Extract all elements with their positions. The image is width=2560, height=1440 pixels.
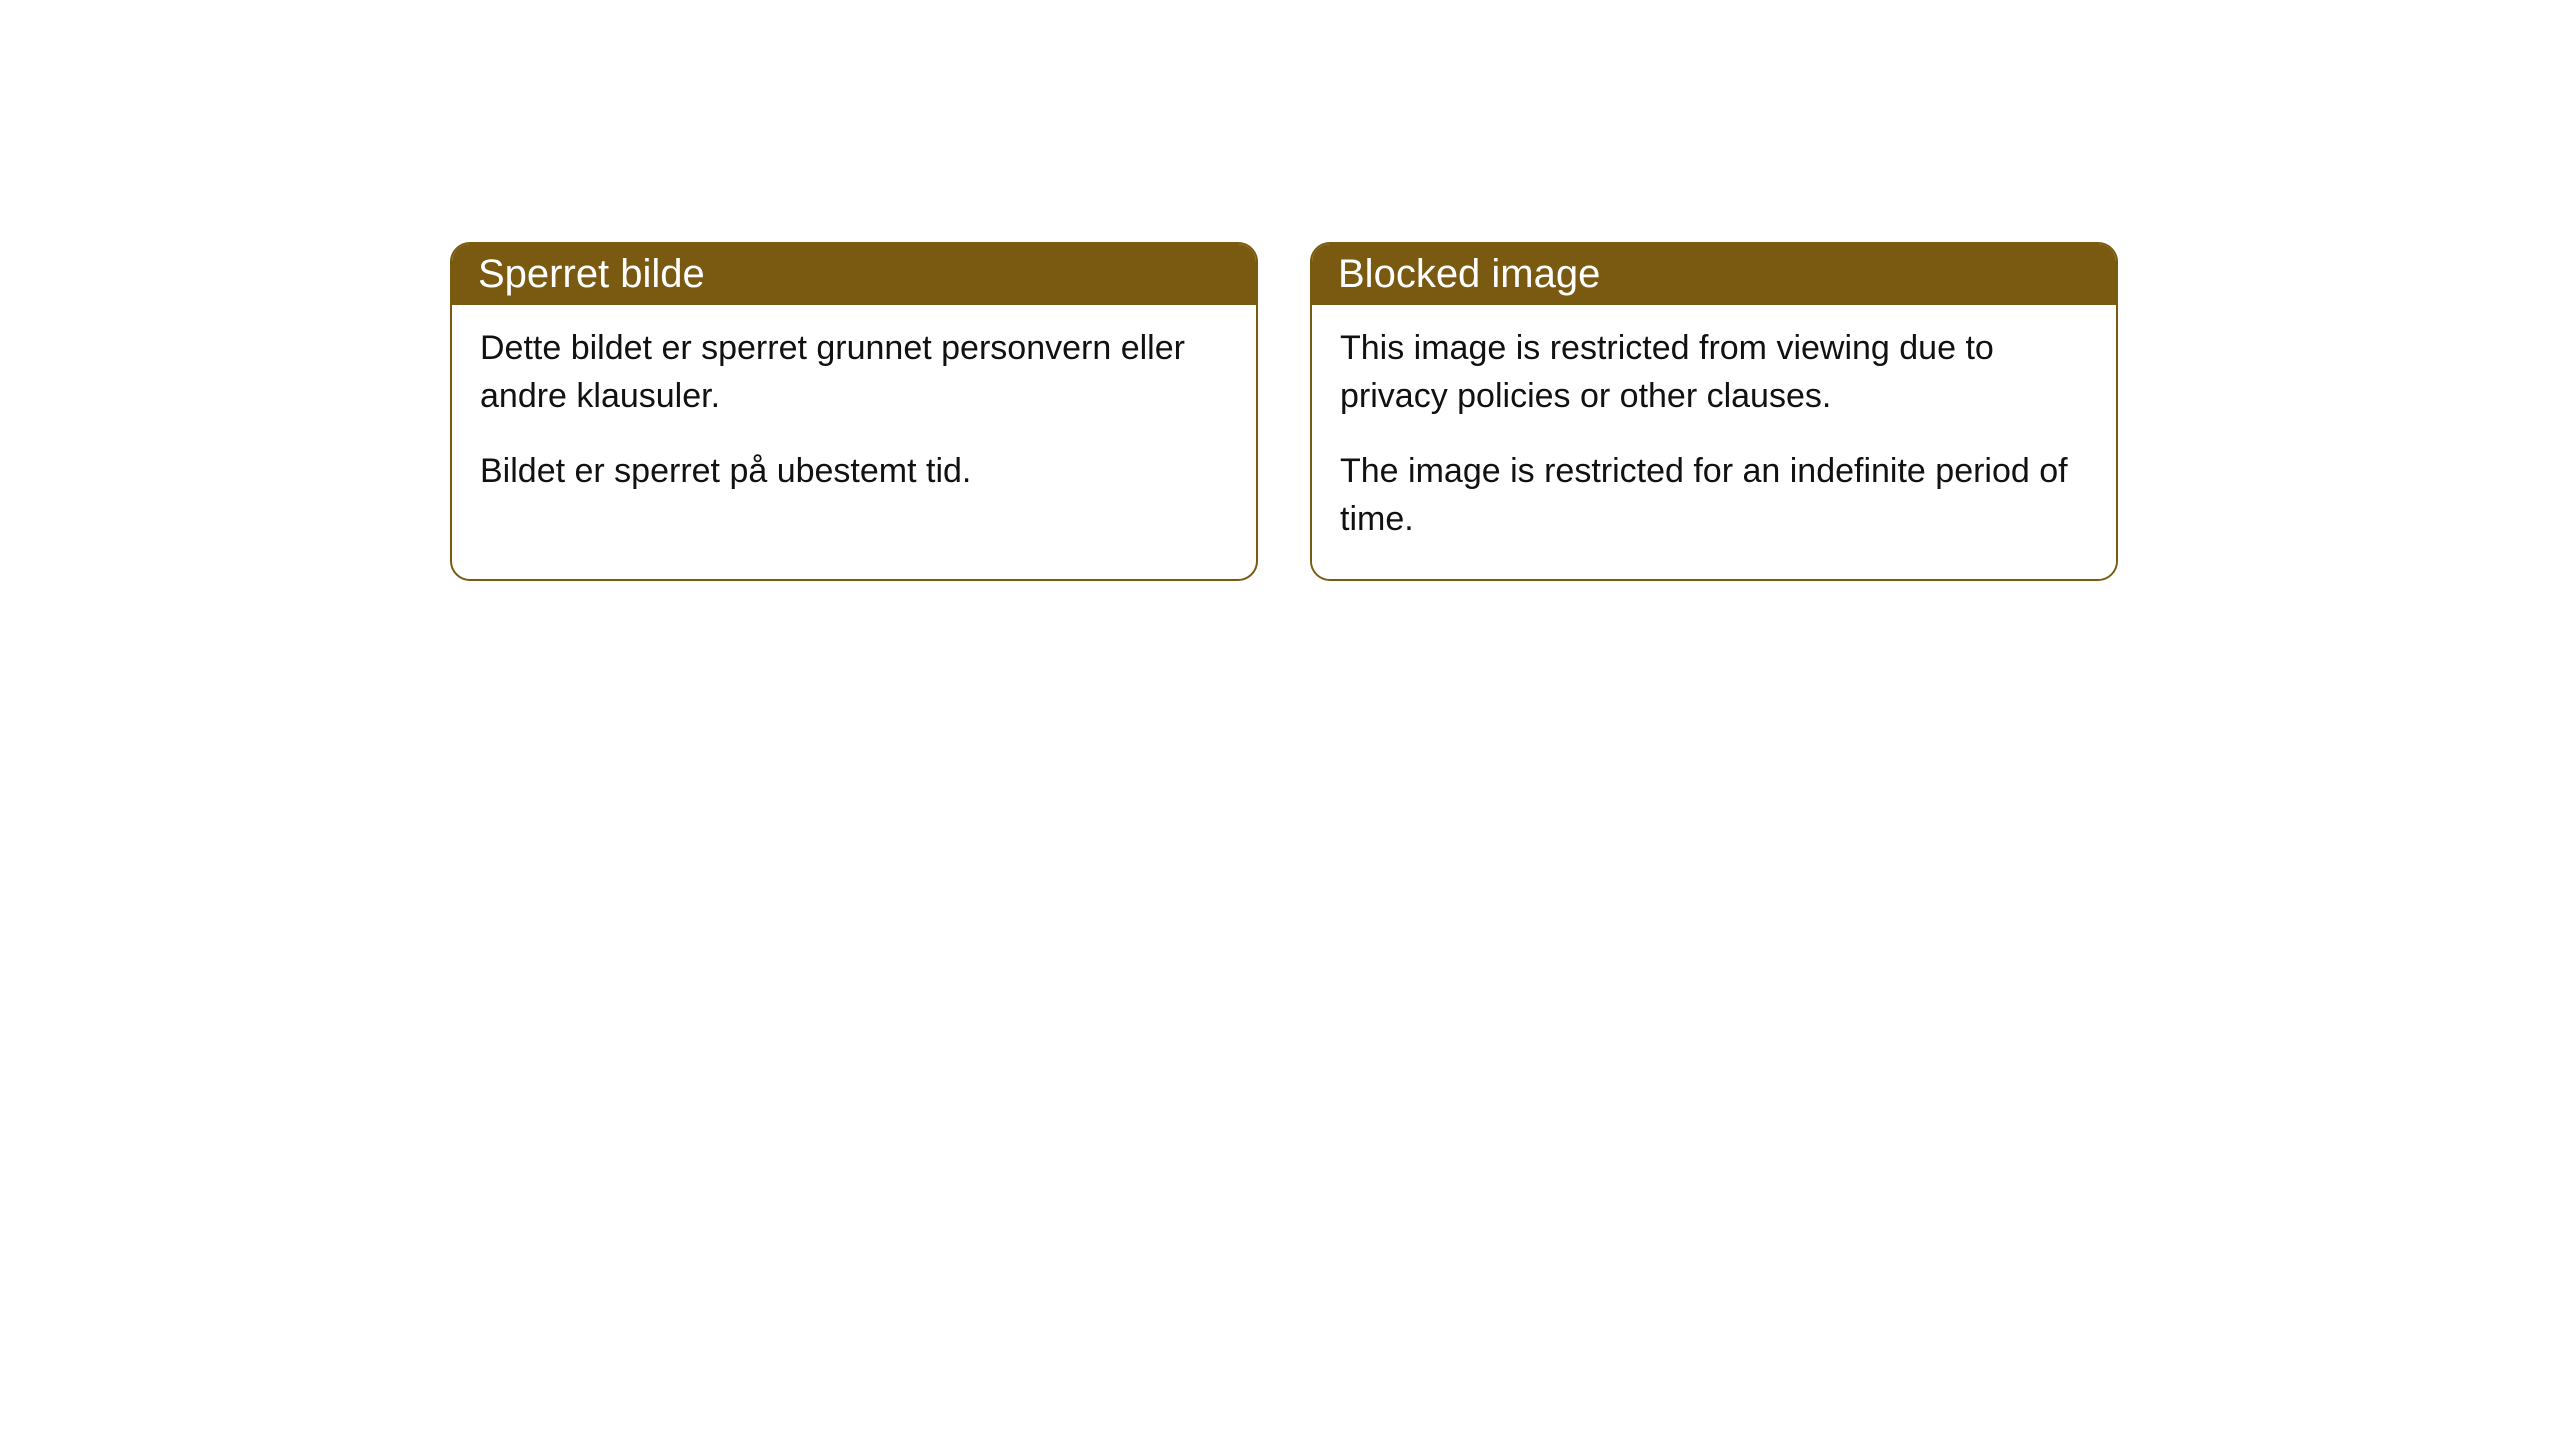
card-paragraph-2-norwegian: Bildet er sperret på ubestemt tid.: [480, 448, 1228, 496]
card-paragraph-1-english: This image is restricted from viewing du…: [1340, 325, 2088, 420]
card-body-norwegian: Dette bildet er sperret grunnet personve…: [452, 305, 1256, 532]
card-body-english: This image is restricted from viewing du…: [1312, 305, 2116, 579]
card-title-english: Blocked image: [1338, 252, 1600, 296]
blocked-image-card-english: Blocked image This image is restricted f…: [1310, 242, 2118, 581]
card-header-english: Blocked image: [1312, 244, 2116, 305]
card-paragraph-1-norwegian: Dette bildet er sperret grunnet personve…: [480, 325, 1228, 420]
card-paragraph-2-english: The image is restricted for an indefinit…: [1340, 448, 2088, 543]
blocked-image-card-norwegian: Sperret bilde Dette bildet er sperret gr…: [450, 242, 1258, 581]
notice-container: Sperret bilde Dette bildet er sperret gr…: [0, 0, 2560, 581]
card-header-norwegian: Sperret bilde: [452, 244, 1256, 305]
card-title-norwegian: Sperret bilde: [478, 252, 705, 296]
